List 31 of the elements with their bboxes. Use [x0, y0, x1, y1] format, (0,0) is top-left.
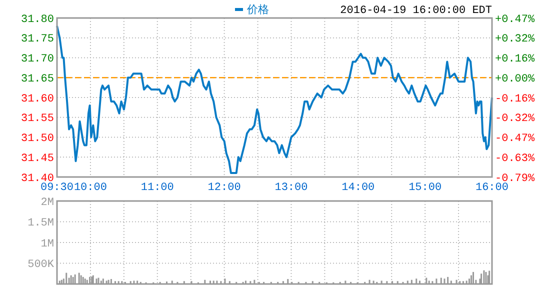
y2-tick-label: -0.16%: [495, 93, 536, 106]
y2-tick-label: +0.00%: [495, 73, 536, 86]
x-tick-label: 16:00: [475, 182, 509, 194]
y-tick-label: 31.65: [20, 73, 54, 86]
y2-tick-label: +0.32%: [495, 34, 536, 46]
y-tick-label: 31.45: [20, 152, 54, 165]
x-tick-label: 09:30: [40, 182, 74, 194]
y2-tick-label: -0.63%: [495, 152, 536, 165]
y2-tick-label: +0.16%: [495, 54, 536, 66]
y-tick-label: 31.50: [20, 133, 54, 146]
x-tick-label: 14:00: [342, 182, 375, 194]
text: 2016-04-19 16:00:00 EDT: [340, 5, 492, 17]
x-tick-label: 11:00: [140, 182, 174, 194]
y-tick-label: 31.70: [20, 54, 54, 66]
y-tick-label: 1M: [40, 238, 54, 250]
y-tick-label: 2M: [40, 196, 54, 209]
line-series: [56, 24, 493, 174]
x-tick-label: 13:00: [274, 182, 308, 194]
y-tick-label: 31.60: [20, 93, 54, 106]
x-tick-label: 12:00: [208, 182, 241, 194]
x-tick-label: 10:00: [74, 182, 107, 194]
legend-label: 价格: [246, 3, 269, 16]
y-tick-label: 31.80: [20, 14, 54, 26]
x-tick-label: 15:00: [408, 182, 442, 194]
y-tick-label: 31.55: [20, 113, 54, 126]
y2-tick-label: +0.47%: [495, 14, 536, 26]
y-tick-label: 1.5M: [28, 218, 54, 230]
y-tick-label: 500K: [28, 259, 54, 272]
y2-tick-label: -0.32%: [495, 113, 536, 126]
y2-tick-label: -0.47%: [495, 133, 536, 146]
y-tick-label: 31.75: [20, 34, 54, 46]
